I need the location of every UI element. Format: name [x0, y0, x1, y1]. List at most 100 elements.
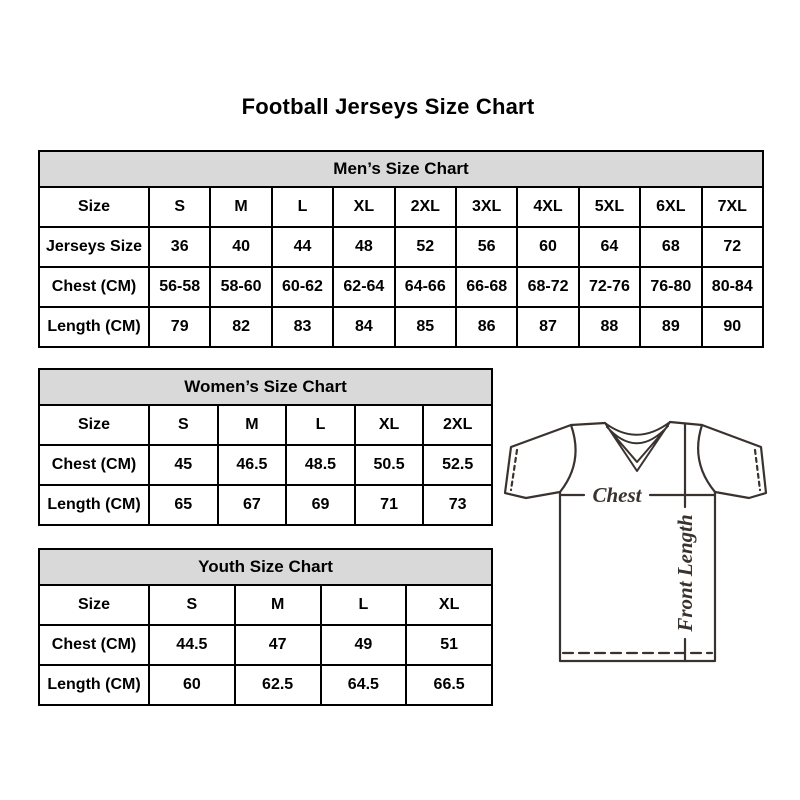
table-cell: 58-60 — [209, 266, 273, 308]
table-cell: 51 — [405, 624, 493, 666]
table-cell: 62-64 — [332, 266, 396, 308]
table-cell: 73 — [422, 484, 493, 526]
table-cell: 56 — [454, 226, 519, 268]
row-label-cell: Jerseys Size — [38, 226, 150, 268]
table-cell: 60 — [516, 226, 580, 268]
table-cell: 69 — [285, 484, 356, 526]
chest-label: Chest — [592, 483, 642, 507]
table-cell: 60 — [148, 664, 236, 706]
table-cell: 71 — [353, 484, 425, 526]
table-cell: 56-58 — [147, 266, 212, 308]
row-label-cell: Chest (CM) — [38, 444, 150, 486]
table-row-jerseys-size: Jerseys Size 36 40 44 48 52 56 60 64 68 72 — [38, 226, 765, 268]
table-cell: XL — [405, 584, 493, 626]
armhole-seams — [558, 423, 717, 494]
table-cell: 7XL — [700, 186, 765, 228]
table-cell: 90 — [700, 306, 765, 348]
table-cell: 62.5 — [233, 664, 322, 706]
cuff-dashed-line-right — [753, 448, 762, 492]
table-row-size: Size S M L XL — [38, 584, 493, 626]
table-cell: 48 — [332, 226, 396, 268]
row-label-cell: Size — [38, 584, 150, 626]
table-row-length: Length (CM) 60 62.5 64.5 66.5 — [38, 664, 493, 706]
mens-size-chart-table: Men’s Size Chart Size S M L XL 2XL 3XL 4XL 5XL 6X… — [38, 150, 765, 348]
table-cell: 64 — [577, 226, 642, 268]
table-cell: 68 — [639, 226, 703, 268]
table-cell: 2XL — [393, 186, 457, 228]
cuff-dashed-line-left — [509, 448, 519, 492]
table-cell: XL — [332, 186, 396, 228]
table-cell: 87 — [516, 306, 580, 348]
table-cell: 36 — [147, 226, 212, 268]
table-cell: L — [285, 404, 356, 446]
table-cell: 80-84 — [700, 266, 765, 308]
table-cell: 85 — [393, 306, 457, 348]
womens-table-header: Women’s Size Chart — [38, 368, 493, 406]
table-cell: 60-62 — [270, 266, 335, 308]
table-cell: 86 — [454, 306, 519, 348]
table-cell: M — [233, 584, 322, 626]
table-row-chest: Chest (CM) 56-58 58-60 60-62 62-64 64-66 66-68… — [38, 266, 765, 308]
mens-table-header: Men’s Size Chart — [38, 150, 764, 188]
table-cell: 82 — [209, 306, 273, 348]
table-cell: 50.5 — [353, 444, 425, 486]
table-cell: 45 — [148, 444, 219, 486]
table-cell: 40 — [209, 226, 273, 268]
table-cell: 84 — [332, 306, 396, 348]
table-cell: 76-80 — [639, 266, 703, 308]
jersey-outline — [503, 420, 768, 663]
row-label-cell: Size — [38, 186, 150, 228]
youth-table-header: Youth Size Chart — [38, 548, 493, 586]
table-cell: 3XL — [454, 186, 519, 228]
youth-size-chart-table: Youth Size Chart Size S M L XL Chest (CM) 44.… — [38, 548, 493, 706]
page-title: Football Jerseys Size Chart — [241, 94, 535, 119]
jersey-measurement-diagram: Chest Front Length — [503, 420, 768, 663]
table-cell: 2XL — [422, 404, 493, 446]
table-row-size: Size S M L XL 2XL — [38, 404, 493, 446]
table-cell: 6XL — [639, 186, 703, 228]
table-row-length: Length (CM) 79 82 83 84 85 86 87 88 89 90 — [38, 306, 765, 348]
table-cell: S — [147, 186, 212, 228]
table-cell: 4XL — [516, 186, 580, 228]
table-cell: 64-66 — [393, 266, 457, 308]
table-cell: S — [148, 584, 236, 626]
row-label-cell: Length (CM) — [38, 664, 150, 706]
table-cell: 44 — [270, 226, 335, 268]
table-row-chest: Chest (CM) 45 46.5 48.5 50.5 52.5 — [38, 444, 493, 486]
collar-lines — [604, 421, 671, 472]
row-label-cell: Chest (CM) — [38, 266, 150, 308]
table-cell: 66.5 — [405, 664, 493, 706]
table-cell: M — [209, 186, 273, 228]
table-cell: 79 — [147, 306, 212, 348]
table-row-length: Length (CM) 65 67 69 71 73 — [38, 484, 493, 526]
table-cell: L — [270, 186, 335, 228]
table-cell: 52 — [393, 226, 457, 268]
table-cell: 48.5 — [285, 444, 356, 486]
table-cell: 72 — [700, 226, 765, 268]
table-cell: 67 — [216, 484, 288, 526]
row-label-cell: Size — [38, 404, 150, 446]
table-row-chest: Chest (CM) 44.5 47 49 51 — [38, 624, 493, 666]
row-label-cell: Length (CM) — [38, 484, 150, 526]
table-cell: 89 — [639, 306, 703, 348]
table-cell: 5XL — [577, 186, 642, 228]
table-cell: M — [216, 404, 288, 446]
table-cell: 64.5 — [319, 664, 408, 706]
table-cell: 49 — [319, 624, 408, 666]
table-cell: 68-72 — [516, 266, 580, 308]
table-cell: 44.5 — [148, 624, 236, 666]
table-cell: XL — [353, 404, 425, 446]
womens-size-chart-table: Women’s Size Chart Size S M L XL 2XL Chest (C… — [38, 368, 493, 526]
table-cell: 72-76 — [577, 266, 642, 308]
table-cell: 47 — [233, 624, 322, 666]
table-cell: 52.5 — [422, 444, 493, 486]
front-length-label: Front Length — [673, 514, 697, 632]
table-cell: 46.5 — [216, 444, 288, 486]
table-cell: 65 — [148, 484, 219, 526]
table-cell: 88 — [577, 306, 642, 348]
table-cell: S — [148, 404, 219, 446]
table-cell: 83 — [270, 306, 335, 348]
table-cell: L — [319, 584, 408, 626]
table-row-size: Size S M L XL 2XL 3XL 4XL 5XL 6XL 7XL — [38, 186, 765, 228]
table-cell: 66-68 — [454, 266, 519, 308]
